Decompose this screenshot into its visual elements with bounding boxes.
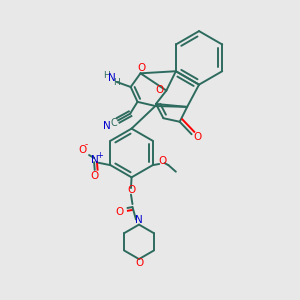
- Text: N: N: [91, 155, 99, 165]
- Text: O: O: [194, 132, 202, 142]
- Text: N: N: [103, 121, 111, 131]
- Text: O: O: [138, 63, 146, 73]
- Text: H: H: [103, 70, 110, 80]
- Text: O: O: [136, 258, 144, 268]
- Text: O: O: [158, 156, 166, 166]
- Text: O: O: [91, 171, 99, 181]
- Text: +: +: [96, 151, 103, 160]
- Text: O: O: [79, 145, 87, 155]
- Text: H: H: [113, 78, 120, 87]
- Text: -: -: [85, 140, 88, 149]
- Text: O: O: [115, 206, 123, 217]
- Text: C: C: [110, 118, 117, 128]
- Text: N: N: [134, 215, 142, 225]
- Text: O: O: [128, 185, 136, 195]
- Text: O: O: [156, 85, 164, 95]
- Text: N: N: [108, 73, 116, 83]
